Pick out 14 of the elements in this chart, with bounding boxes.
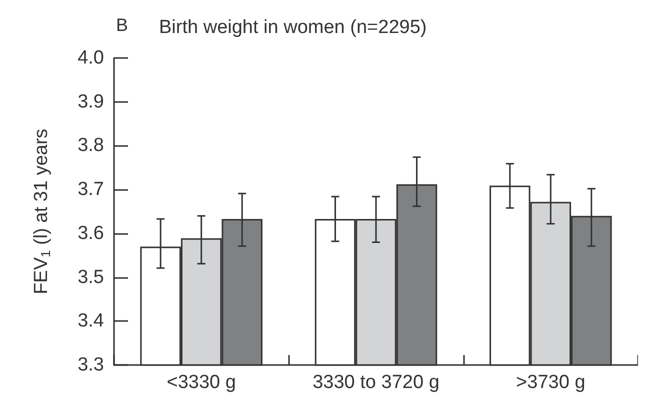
x-tick-label: <3330 g [166,372,236,393]
y-tick-label: 3.8 [78,135,104,156]
y-tick-label: 3.3 [78,354,104,376]
text: B [116,15,128,35]
y-tick-label: 3.7 [78,179,104,200]
y-tick-label: 3.4 [78,310,104,332]
x-tick-label: 3330 to 3720 g [312,372,440,393]
y-tick-label: 3.6 [78,222,104,244]
y-tick-label: 4.0 [78,48,104,68]
y-tick-label: 3.5 [78,266,104,288]
y-tick-label: 3.9 [78,91,104,112]
chart-title: Birth weight in women (n=2295) [159,17,427,38]
x-tick-label: >3730 g [516,372,586,393]
y-axis-title: FEV1 (l) at 31 years [31,128,53,294]
